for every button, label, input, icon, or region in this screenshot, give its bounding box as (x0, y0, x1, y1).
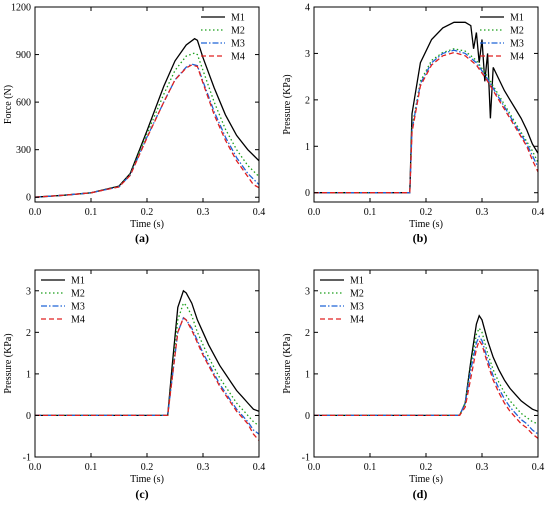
series-line-m1 (35, 289, 259, 417)
series-line-m1 (314, 21, 538, 194)
x-tick-label: 0.3 (197, 462, 210, 473)
plot-frame (34, 269, 260, 458)
chart-panel: 0.0 0.1 0.2 0.3 0.4 -1 0 1 2 3 Time (s) Pressure (K… (282, 269, 545, 501)
legend-label-m2: M2 (231, 26, 245, 37)
plot-frame (34, 6, 260, 203)
x-tick-label: 0.3 (476, 462, 489, 473)
series-line-m4 (314, 51, 538, 194)
x-tick-label: 0.3 (476, 207, 489, 218)
y-tick-label: 900 (16, 50, 31, 61)
legend-label-m3: M3 (71, 302, 85, 313)
legend-label-m4: M4 (350, 315, 364, 326)
x-tick-label: 0.1 (364, 462, 377, 473)
y-tick-label: -1 (302, 453, 310, 464)
x-axis-title: Time (s) (130, 474, 164, 485)
x-tick-label: 0.2 (420, 207, 433, 218)
x-tick-label: 0.1 (85, 207, 98, 218)
y-tick-label: 0 (305, 188, 310, 199)
y-tick-label: 2 (305, 328, 310, 339)
panel-caption: (d) (413, 487, 428, 501)
x-tick-label: 0.1 (364, 207, 377, 218)
y-tick-label: 3 (26, 286, 31, 297)
legend-label-m4: M4 (231, 52, 245, 63)
plot-frame (313, 269, 539, 458)
chart-panel: 0.0 0.1 0.2 0.3 0.4 -1 0 1 2 3 Time (s) Pressure (K… (3, 269, 266, 501)
x-tick-label: 0.0 (308, 462, 321, 473)
y-tick-label: 3 (305, 49, 310, 60)
series-line-m3 (35, 316, 259, 435)
series-line-m3 (35, 63, 259, 198)
legend-label-m2: M2 (350, 289, 364, 300)
x-tick-label: 0.4 (532, 462, 545, 473)
y-axis-title: Pressure (KPa) (282, 74, 293, 134)
y-tick-label: 1200 (11, 3, 31, 14)
x-axis-title: Time (s) (130, 219, 164, 230)
x-tick-label: 0.2 (141, 462, 154, 473)
y-tick-label: 3 (305, 286, 310, 297)
x-tick-label: 0.2 (141, 207, 154, 218)
y-tick-label: 2 (26, 328, 31, 339)
legend-label-m2: M2 (71, 289, 85, 300)
y-tick-label: 600 (16, 98, 31, 109)
y-tick-label: 1 (26, 369, 31, 380)
series-line-m3 (314, 49, 538, 194)
series-line-m2 (35, 302, 259, 427)
series-line-m4 (35, 316, 259, 441)
y-tick-label: 0 (305, 411, 310, 422)
plot-frame (313, 6, 539, 203)
x-tick-label: 0.0 (29, 207, 42, 218)
y-tick-label: 1 (305, 369, 310, 380)
series-line-m4 (314, 339, 538, 439)
series-line-m4 (35, 64, 259, 198)
legend-label-m4: M4 (71, 315, 85, 326)
series-line-m2 (314, 48, 538, 194)
x-axis-title: Time (s) (409, 474, 443, 485)
x-tick-label: 0.2 (420, 462, 433, 473)
series-line-m2 (35, 52, 259, 198)
legend-label-m3: M3 (231, 39, 245, 50)
legend-label-m1: M1 (350, 276, 364, 287)
y-tick-label: 4 (305, 3, 310, 14)
series-line-m1 (35, 37, 259, 198)
x-tick-label: 0.3 (197, 207, 210, 218)
series-line-m3 (314, 335, 538, 435)
y-axis-title: Pressure (KPa) (3, 333, 14, 393)
chart-panel: 0.0 0.1 0.2 0.3 0.4 0 1 2 3 4 Time (s) Pressure (KP… (282, 3, 544, 246)
y-tick-label: -1 (23, 453, 31, 464)
y-tick-label: 0 (26, 411, 31, 422)
legend-label-m2: M2 (510, 26, 524, 37)
y-tick-label: 1 (305, 142, 310, 153)
x-tick-label: 0.0 (29, 462, 42, 473)
x-tick-label: 0.0 (308, 207, 321, 218)
legend-label-m3: M3 (510, 39, 524, 50)
x-axis-title: Time (s) (409, 219, 443, 230)
legend-label-m1: M1 (510, 13, 524, 24)
chart-panel: 0.0 0.1 0.2 0.3 0.4 0 300 600 900 1200 Time (s) For… (3, 3, 265, 246)
y-tick-label: 0 (26, 193, 31, 204)
x-tick-label: 0.1 (85, 462, 98, 473)
panel-caption: (b) (413, 231, 428, 245)
y-axis-title: Force (N) (3, 85, 14, 124)
y-axis-title: Pressure (KPa) (282, 333, 293, 393)
panel-caption: (c) (135, 487, 148, 501)
x-tick-label: 0.4 (253, 462, 266, 473)
legend-label-m1: M1 (231, 13, 245, 24)
y-tick-label: 300 (16, 145, 31, 156)
series-line-m2 (314, 326, 538, 425)
legend-label-m3: M3 (350, 302, 364, 313)
legend-label-m4: M4 (510, 52, 524, 63)
x-tick-label: 0.4 (532, 207, 545, 218)
series-line-m1 (314, 314, 538, 417)
x-tick-label: 0.4 (253, 207, 266, 218)
y-tick-label: 2 (305, 95, 310, 106)
panel-caption: (a) (135, 231, 149, 245)
legend-label-m1: M1 (71, 276, 85, 287)
